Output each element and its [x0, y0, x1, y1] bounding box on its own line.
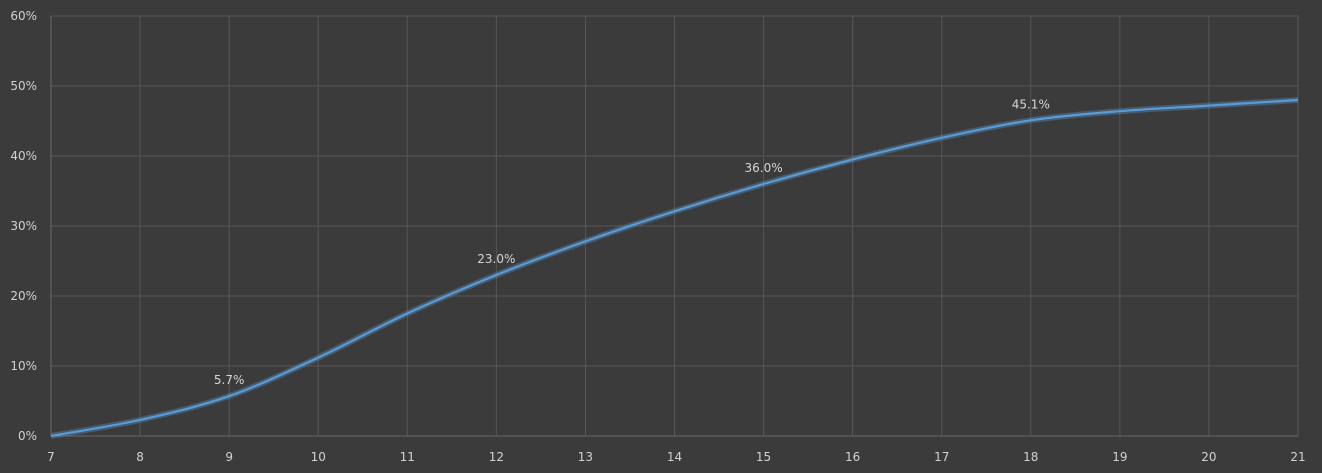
data-labels: 5.7% 23.0% 36.0% 45.1%: [214, 97, 1050, 387]
x-tick-label: 19: [1112, 450, 1127, 464]
x-tick-label: 21: [1290, 450, 1305, 464]
x-tick-label: 18: [1023, 450, 1038, 464]
x-tick-label: 15: [756, 450, 771, 464]
x-tick-label: 14: [667, 450, 682, 464]
x-gridlines: [139, 16, 1299, 436]
series-group: [50, 97, 1299, 439]
x-tick-label: 16: [845, 450, 860, 464]
y-tick-label: 0%: [18, 429, 37, 443]
y-tick-label: 20%: [10, 289, 37, 303]
x-axis-tick-labels: 7 8 9 10 11 12 13 14 15 16 17 18 19 20 21: [47, 450, 1305, 464]
x-tick-label: 8: [136, 450, 144, 464]
y-tick-label: 10%: [10, 359, 37, 373]
data-label: 45.1%: [1012, 97, 1050, 111]
data-label: 5.7%: [214, 373, 245, 387]
data-label: 23.0%: [477, 252, 515, 266]
x-tick-label: 10: [311, 450, 326, 464]
x-tick-label: 13: [578, 450, 593, 464]
axes: [50, 16, 1298, 437]
y-tick-label: 30%: [10, 219, 37, 233]
y-tick-label: 50%: [10, 79, 37, 93]
y-tick-label: 60%: [10, 9, 37, 23]
x-tick-label: 12: [489, 450, 504, 464]
series-line-0: [50, 98, 1299, 438]
x-tick-label: 17: [934, 450, 949, 464]
y-tick-label: 40%: [10, 149, 37, 163]
x-tick-label: 7: [47, 450, 55, 464]
x-tick-label: 9: [225, 450, 233, 464]
y-axis-tick-labels: 0% 10% 20% 30% 40% 50% 60%: [10, 9, 37, 443]
x-tick-label: 20: [1201, 450, 1216, 464]
x-tick-label: 11: [400, 450, 415, 464]
data-label: 36.0%: [745, 161, 783, 175]
